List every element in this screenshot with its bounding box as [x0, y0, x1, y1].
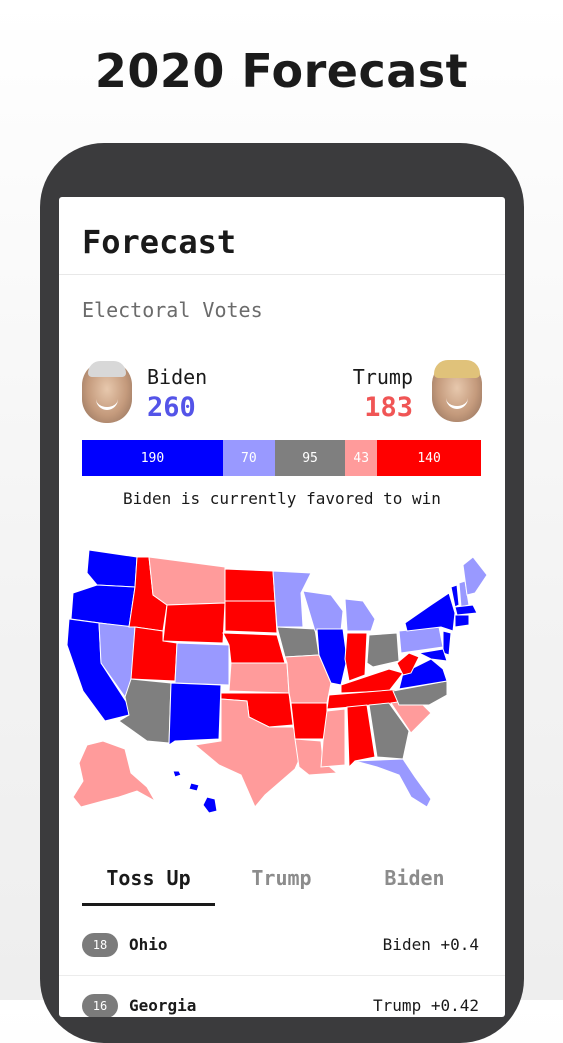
- state-alabama[interactable]: [346, 704, 376, 769]
- ev-bar-segment: 70: [222, 440, 275, 476]
- list-item[interactable]: 16 Georgia Trump +0.42: [59, 976, 505, 1017]
- state-indiana[interactable]: [344, 632, 368, 682]
- state-name: Georgia: [129, 996, 197, 1015]
- state-minnesota[interactable]: [272, 570, 312, 628]
- state-connecticut[interactable]: [454, 614, 470, 628]
- state-hawaii-big[interactable]: [202, 796, 218, 814]
- state-nebraska[interactable]: [222, 632, 286, 664]
- state-georgia[interactable]: [368, 702, 410, 760]
- state-pennsylvania[interactable]: [398, 626, 444, 654]
- us-map[interactable]: [59, 535, 505, 825]
- app-header: Forecast: [59, 197, 505, 275]
- app-screen: Forecast Electoral Votes Biden 260 Trump…: [59, 197, 505, 1017]
- state-alaska[interactable]: [72, 740, 157, 808]
- state-west-virginia[interactable]: [396, 652, 420, 676]
- trump-votes: 183: [364, 392, 413, 423]
- state-iowa[interactable]: [276, 626, 320, 658]
- state-name: Ohio: [129, 935, 168, 954]
- electoral-votes-heading: Electoral Votes: [82, 298, 263, 322]
- category-tabs: Toss Up Trump Biden: [82, 862, 482, 906]
- state-hawaii[interactable]: [172, 770, 182, 778]
- state-north-dakota[interactable]: [224, 568, 276, 602]
- state-virginia[interactable]: [398, 658, 448, 690]
- ev-bar-segment: 95: [274, 440, 346, 476]
- state-colorado[interactable]: [174, 642, 230, 686]
- trump-name: Trump: [352, 365, 413, 389]
- state-hawaii-mid[interactable]: [188, 782, 200, 792]
- state-wyoming[interactable]: [162, 602, 226, 644]
- state-florida[interactable]: [354, 758, 432, 808]
- page-title: Forecast: [82, 223, 237, 261]
- state-new-mexico[interactable]: [168, 682, 222, 746]
- forecast-status: Biden is currently favored to win: [123, 489, 441, 508]
- state-montana[interactable]: [148, 556, 226, 606]
- state-kansas[interactable]: [228, 662, 290, 694]
- electoral-vote-badge: 16: [82, 994, 118, 1017]
- ev-bar-segment: 140: [377, 440, 481, 476]
- state-maine[interactable]: [462, 556, 488, 596]
- ev-bar-segment: 190: [82, 440, 223, 476]
- tab-trump[interactable]: Trump: [251, 866, 312, 890]
- list-item[interactable]: 18 Ohio Biden +0.4: [59, 915, 505, 976]
- biden-name: Biden: [147, 365, 208, 389]
- electoral-vote-bar: 190 70 95 43 140: [82, 440, 481, 476]
- ev-bar-segment: 43: [345, 440, 378, 476]
- state-maryland[interactable]: [417, 648, 448, 662]
- promo-title: 2020 Forecast: [94, 44, 469, 98]
- state-washington[interactable]: [86, 549, 138, 588]
- state-margin: Biden +0.4: [382, 935, 479, 954]
- state-new-york[interactable]: [404, 592, 456, 632]
- biden-votes: 260: [147, 392, 196, 423]
- state-ohio[interactable]: [366, 632, 400, 668]
- biden-avatar: [82, 361, 132, 423]
- state-wisconsin[interactable]: [302, 590, 344, 632]
- state-arkansas[interactable]: [290, 702, 328, 740]
- state-michigan[interactable]: [344, 598, 376, 632]
- tab-toss-up[interactable]: Toss Up: [82, 862, 215, 906]
- electoral-vote-badge: 18: [82, 933, 118, 957]
- state-new-jersey[interactable]: [442, 630, 452, 656]
- state-south-dakota[interactable]: [224, 600, 278, 634]
- trump-avatar: [432, 360, 482, 422]
- state-texas[interactable]: [193, 698, 304, 808]
- state-vermont[interactable]: [450, 584, 460, 608]
- tab-biden[interactable]: Biden: [384, 866, 445, 890]
- state-massachusetts[interactable]: [454, 604, 478, 616]
- state-mississippi[interactable]: [320, 708, 346, 768]
- state-margin: Trump +0.42: [373, 996, 479, 1015]
